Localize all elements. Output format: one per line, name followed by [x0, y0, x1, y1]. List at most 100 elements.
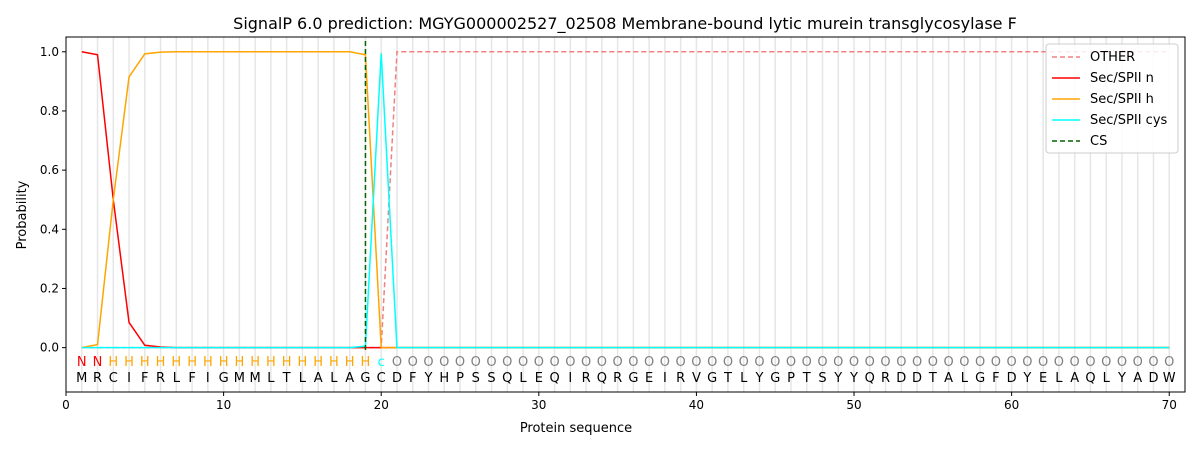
- region-label: H: [140, 355, 150, 370]
- region-label: O: [786, 355, 796, 370]
- region-label: H: [124, 355, 134, 370]
- region-label: O: [1070, 355, 1080, 370]
- x-tick-label: 10: [216, 398, 231, 412]
- series-line-sec-spii-h: [81, 51, 1170, 349]
- region-label: O: [1101, 355, 1111, 370]
- residue-sequence: MRCIFRLFIGMMLTLALAGCDFYHPSSQLEQIRQRGEIRV…: [76, 371, 1176, 386]
- region-label: O: [770, 355, 780, 370]
- region-label: O: [408, 355, 418, 370]
- chart-title: SignalP 6.0 prediction: MGYG000002527_02…: [233, 14, 1017, 34]
- region-label: O: [628, 355, 638, 370]
- region-label: H: [234, 355, 244, 370]
- y-tick-label: 0.4: [40, 222, 59, 236]
- region-label: O: [644, 355, 654, 370]
- y-axis-label: Probability: [15, 180, 30, 249]
- region-label: O: [1117, 355, 1127, 370]
- region-label: O: [817, 355, 827, 370]
- region-label: O: [581, 355, 591, 370]
- region-label: H: [266, 355, 276, 370]
- region-label: O: [739, 355, 749, 370]
- y-tick-label: 0.8: [40, 104, 59, 118]
- region-label: N: [93, 355, 103, 370]
- series-line-sec-spii-n: [81, 51, 1170, 349]
- region-label: H: [329, 355, 339, 370]
- region-label: O: [423, 355, 433, 370]
- region-label: O: [1164, 355, 1174, 370]
- region-label: O: [455, 355, 465, 370]
- plot-frame: [65, 36, 1186, 393]
- region-label: H: [187, 355, 197, 370]
- x-tick-label: 30: [531, 398, 546, 412]
- region-label: O: [754, 355, 764, 370]
- x-tick-label: 20: [374, 398, 389, 412]
- legend-label: Sec/SPII h: [1090, 92, 1154, 107]
- region-label: O: [392, 355, 402, 370]
- region-label: O: [534, 355, 544, 370]
- region-label: O: [676, 355, 686, 370]
- series-line-other: [81, 51, 1170, 349]
- region-label: O: [833, 355, 843, 370]
- region-label: O: [1148, 355, 1158, 370]
- region-label: O: [975, 355, 985, 370]
- region-label: H: [282, 355, 292, 370]
- region-label: O: [1022, 355, 1032, 370]
- region-label: O: [880, 355, 890, 370]
- x-tick-label: 40: [689, 398, 704, 412]
- region-label: O: [518, 355, 528, 370]
- legend-label: OTHER: [1090, 50, 1135, 65]
- region-label: O: [959, 355, 969, 370]
- region-label: O: [865, 355, 875, 370]
- region-label: O: [943, 355, 953, 370]
- legend-box: [1045, 43, 1179, 154]
- y-tick-label: 1.0: [40, 45, 59, 59]
- y-tick-label: 0.0: [40, 341, 59, 355]
- y-tick-label: 0.2: [40, 281, 59, 295]
- region-label: c: [378, 355, 385, 370]
- region-label: O: [896, 355, 906, 370]
- region-label: O: [565, 355, 575, 370]
- legend-label: Sec/SPII n: [1090, 71, 1154, 86]
- region-label: O: [802, 355, 812, 370]
- region-label: O: [849, 355, 859, 370]
- region-label: H: [203, 355, 213, 370]
- region-label: O: [613, 355, 623, 370]
- x-axis-label: Protein sequence: [520, 421, 632, 436]
- region-label: O: [991, 355, 1001, 370]
- region-label: H: [313, 355, 323, 370]
- region-label: O: [1038, 355, 1048, 370]
- region-label: O: [723, 355, 733, 370]
- region-label: H: [219, 355, 229, 370]
- x-tick-label: 60: [1004, 398, 1019, 412]
- series-line-sec-spii-cys: [81, 53, 1170, 349]
- region-label: O: [928, 355, 938, 370]
- region-label: H: [156, 355, 166, 370]
- region-label: O: [549, 355, 559, 370]
- region-label: O: [912, 355, 922, 370]
- y-tick-label: 0.6: [40, 163, 59, 177]
- x-tick-label: 0: [62, 398, 70, 412]
- region-label: O: [439, 355, 449, 370]
- region-label: O: [471, 355, 481, 370]
- region-label: O: [707, 355, 717, 370]
- x-tick-label: 70: [1162, 398, 1177, 412]
- region-label: O: [1007, 355, 1017, 370]
- region-label: O: [1054, 355, 1064, 370]
- region-label: O: [1133, 355, 1143, 370]
- region-label: O: [691, 355, 701, 370]
- region-label: O: [486, 355, 496, 370]
- x-tick-label: 50: [846, 398, 861, 412]
- region-label: O: [1085, 355, 1095, 370]
- region-label: H: [345, 355, 355, 370]
- region-label: H: [361, 355, 371, 370]
- region-label: O: [502, 355, 512, 370]
- region-label: H: [298, 355, 308, 370]
- region-label: H: [108, 355, 118, 370]
- region-label: O: [660, 355, 670, 370]
- region-label: O: [597, 355, 607, 370]
- legend-label: CS: [1090, 134, 1107, 149]
- region-label: H: [250, 355, 260, 370]
- legend-label: Sec/SPII cys: [1090, 113, 1168, 128]
- region-label: N: [77, 355, 87, 370]
